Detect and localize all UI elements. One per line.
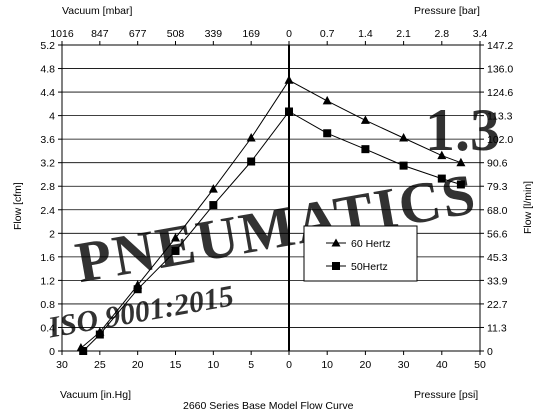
plot-frame: [61, 44, 481, 352]
bottom-vacuum-tick-label: 20: [132, 359, 144, 371]
watermark-text: PNEUMATICS: [71, 161, 482, 295]
bottom-vacuum-tick-label: 25: [94, 359, 106, 371]
data-point-square: [171, 246, 180, 255]
top-pressure-tick-label: 0.7: [320, 28, 335, 40]
bottom-pressure-tick-label: 40: [436, 359, 448, 371]
top-vacuum-tick-label: 339: [205, 28, 223, 40]
right-tick-label: 136.0: [487, 64, 513, 76]
legend-marker-triangle: [331, 238, 341, 247]
data-point-square: [456, 180, 465, 189]
series-layer: [76, 75, 466, 355]
data-point-square: [95, 330, 104, 339]
data-point-square: [247, 157, 256, 166]
bottom-pressure-tick-label: 50: [474, 359, 486, 371]
data-point-square: [133, 285, 142, 294]
bottom-vacuum-tick-label: 15: [170, 359, 182, 371]
legend: 60 Hertz 50Hertz: [303, 225, 418, 282]
legend-label-60hz: 60 Hertz: [351, 238, 391, 250]
right-tick-label: 102.0: [487, 134, 513, 146]
data-point-triangle: [246, 132, 256, 142]
data-point-square: [209, 201, 218, 210]
left-tick-label: 0.4: [40, 322, 55, 334]
left-tick-label: 2.4: [40, 205, 55, 217]
left-tick-label: 4.4: [40, 87, 55, 99]
data-point-triangle: [399, 132, 409, 142]
legend-box: [303, 225, 418, 282]
top-pressure-tick-label: 3.4: [473, 28, 488, 40]
data-point-triangle: [456, 157, 466, 167]
top-vacuum-axis-label: Vacuum [mbar]: [62, 5, 132, 17]
top-pressure-axis-label: Pressure [bar]: [414, 5, 480, 17]
top-vacuum-tick-label: 1016: [50, 28, 74, 40]
bottom-vacuum-tick-label: 0: [286, 359, 292, 371]
data-point-square: [437, 174, 446, 183]
data-point-square: [79, 347, 88, 355]
bottom-vacuum-tick-label: 10: [207, 359, 219, 371]
right-tick-label: 33.9: [487, 275, 508, 287]
right-tick-label: 0: [487, 346, 493, 358]
series-line-1: [82, 110, 462, 352]
watermark-number: 1.3: [425, 97, 500, 163]
top-pressure-tick-label: 2.8: [434, 28, 449, 40]
top-vacuum-tick-label: 508: [167, 28, 185, 40]
right-tick-label: 56.6: [487, 228, 508, 240]
data-point-square: [361, 145, 370, 154]
right-tick-label: 113.3: [487, 111, 513, 123]
data-point-triangle: [208, 184, 218, 193]
left-tick-label: 4: [49, 111, 55, 123]
right-tick-label: 90.6: [487, 158, 508, 170]
legend-marker-square: [332, 262, 340, 270]
left-tick-label: 3.6: [40, 134, 55, 146]
data-point-square: [399, 161, 408, 170]
data-point-triangle: [360, 115, 370, 124]
data-point-triangle: [284, 75, 294, 84]
right-tick-label: 68.0: [487, 205, 508, 217]
bottom-pressure-tick-label: 20: [360, 359, 372, 371]
right-tick-label: 22.7: [487, 299, 508, 311]
right-tick-label: 45.3: [487, 252, 508, 264]
top-pressure-tick-label: 1.4: [358, 28, 373, 40]
bottom-vacuum-axis-label: Vacuum [in.Hg]: [60, 389, 131, 401]
right-tick-label: 124.6: [487, 87, 513, 99]
data-point-square: [285, 107, 293, 116]
right-tick-label: 11.3: [487, 322, 507, 334]
right-axis-label: Flow [l/min]: [522, 181, 534, 234]
left-tick-label: 0: [49, 346, 55, 358]
left-tick-label: 0.8: [40, 299, 55, 311]
bottom-vacuum-tick-label: 30: [56, 359, 68, 371]
left-tick-label: 2.8: [40, 181, 55, 193]
left-tick-label: 2: [49, 228, 55, 240]
data-point-triangle: [437, 150, 447, 160]
axes: 0 0 0.4 11.3 0.8 22.7 1.2 33.9 1.6 45.3 2 56.6 2.4 68…: [40, 28, 513, 371]
bottom-pressure-axis-label: Pressure [psi]: [414, 389, 478, 401]
top-vacuum-tick-label: 677: [129, 28, 147, 40]
data-point-triangle: [171, 233, 180, 242]
right-tick-label: 147.2: [487, 40, 513, 52]
bottom-pressure-tick-label: 10: [321, 359, 333, 371]
chart-title: 2660 Series Base Model Flow Curve: [183, 400, 354, 410]
top-vacuum-tick-label: 0: [286, 28, 292, 40]
legend-label-50hz: 50Hertz: [351, 261, 388, 273]
data-point-triangle: [322, 95, 332, 105]
left-axis-label: Flow [cfm]: [12, 182, 24, 230]
top-pressure-tick-label: 2.1: [396, 28, 411, 40]
top-vacuum-tick-label: 847: [91, 28, 109, 40]
left-tick-label: 1.6: [40, 252, 55, 264]
left-tick-label: 4.8: [40, 64, 55, 76]
left-tick-label: 1.2: [40, 275, 55, 287]
bottom-vacuum-tick-label: 5: [248, 359, 254, 371]
data-point-square: [323, 129, 332, 138]
top-vacuum-tick-label: 169: [242, 28, 260, 40]
bottom-pressure-tick-label: 30: [398, 359, 410, 371]
left-tick-label: 5.2: [40, 40, 55, 52]
left-tick-label: 3.2: [40, 158, 55, 170]
right-tick-label: 79.3: [487, 181, 508, 193]
series-line-0: [80, 79, 462, 349]
